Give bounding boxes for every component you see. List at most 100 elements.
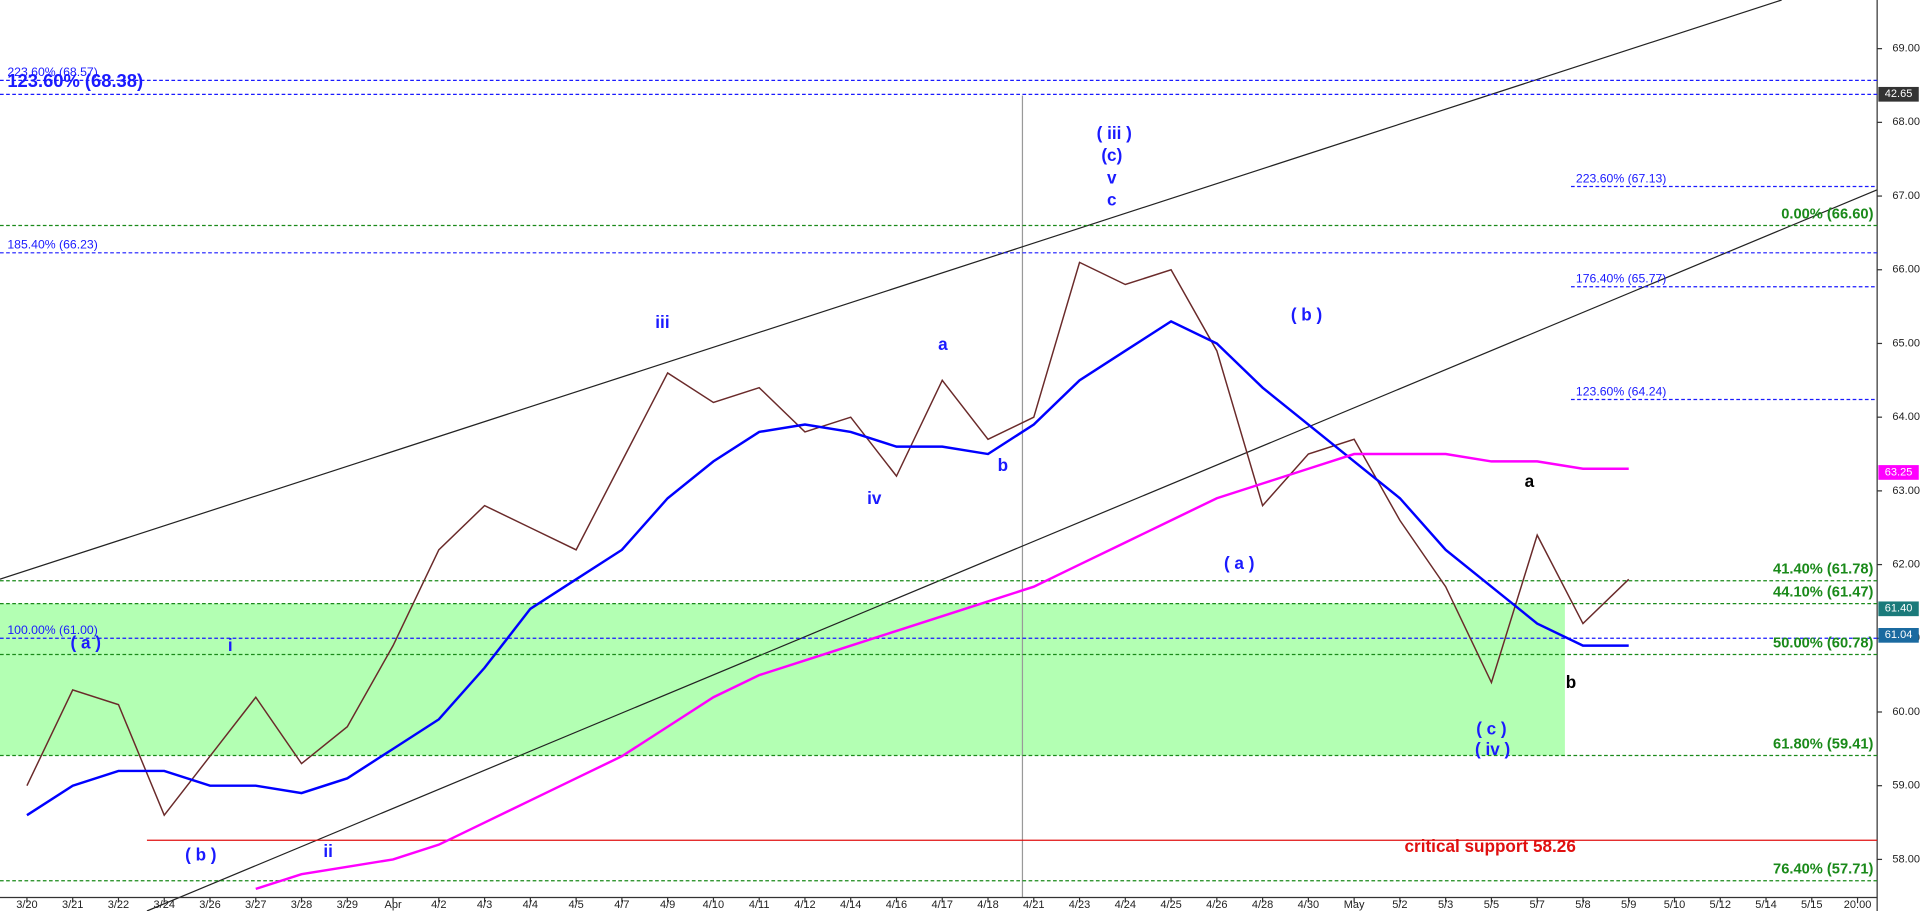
wave-label: ( a ) xyxy=(1224,553,1254,573)
x-tick-label: 3/24 xyxy=(154,899,175,911)
x-tick-label: 3/20 xyxy=(16,899,37,911)
x-tick-label: 4/18 xyxy=(977,899,998,911)
x-tick-label: 4/14 xyxy=(840,899,861,911)
x-tick-label: 5/10 xyxy=(1664,899,1685,911)
x-tick-label: 5/2 xyxy=(1392,899,1407,911)
x-tick-label: 4/3 xyxy=(477,899,492,911)
x-tick-label: 4/4 xyxy=(523,899,538,911)
x-tick-label: 3/28 xyxy=(291,899,312,911)
x-tick-label: 4/26 xyxy=(1206,899,1227,911)
x-tick-label: 4/23 xyxy=(1069,899,1090,911)
x-tick-label: 4/17 xyxy=(932,899,953,911)
x-tick-label: 3/22 xyxy=(108,899,129,911)
series-line xyxy=(26,319,1629,817)
wave-label: b xyxy=(998,455,1008,475)
x-tick-label: Apr xyxy=(384,899,401,911)
x-tick-label: May xyxy=(1344,899,1365,911)
wave-label: iv xyxy=(867,488,882,508)
x-tick-label: 4/28 xyxy=(1252,899,1273,911)
price-badge xyxy=(1878,627,1919,643)
wave-label: ( iii ) xyxy=(1097,123,1132,143)
x-tick-label: 4/25 xyxy=(1160,899,1181,911)
level-label: 44.10% (61.47) xyxy=(1773,585,1874,601)
y-tick-label: 58.00 xyxy=(1892,853,1920,865)
channel-lower xyxy=(146,189,1878,911)
price-badge-label: 61.04 xyxy=(1885,629,1913,641)
level-label: 61.80% (59.41) xyxy=(1773,736,1874,752)
x-tick-label: 4/11 xyxy=(749,899,770,911)
wave-label: a xyxy=(938,334,948,354)
y-tick-label: 59.00 xyxy=(1892,780,1920,792)
level-label: 0.00% (66.60) xyxy=(1781,206,1873,222)
x-tick-label: 5/7 xyxy=(1530,899,1545,911)
x-tick-label: 5/12 xyxy=(1710,899,1731,911)
x-tick-label: 5/8 xyxy=(1575,899,1590,911)
wave-label: ii xyxy=(323,841,333,861)
level-label: 185.40% (66.23) xyxy=(7,238,97,252)
wave-label: ( b ) xyxy=(185,844,216,864)
x-tick-label: 4/9 xyxy=(660,899,675,911)
level-label: 50.00% (60.78) xyxy=(1773,635,1874,651)
wave-label: ( iv ) xyxy=(1475,739,1510,759)
wave-label: (c) xyxy=(1101,145,1122,165)
wave-label: i xyxy=(228,635,233,655)
wave-label: ( b ) xyxy=(1291,304,1322,324)
y-tick-label: 69.00 xyxy=(1892,43,1920,55)
x-tick-label: 4/10 xyxy=(703,899,724,911)
price-badge-label: 42.65 xyxy=(1885,88,1913,100)
fib-zone xyxy=(0,603,1565,756)
x-tick-label: 4/30 xyxy=(1298,899,1319,911)
x-tick-label: 5/3 xyxy=(1438,899,1453,911)
level-label: 223.60% (68.57) xyxy=(7,65,97,79)
series-line xyxy=(255,452,1629,891)
y-tick-label: 67.00 xyxy=(1892,190,1920,202)
level-label: 76.40% (57.71) xyxy=(1773,862,1874,878)
x-tick-label: 20:00 xyxy=(1844,899,1872,911)
level-label: 41.40% (61.78) xyxy=(1773,562,1874,578)
y-tick-label: 65.00 xyxy=(1892,337,1920,349)
wave-label: ( c ) xyxy=(1476,718,1506,738)
x-tick-label: 4/5 xyxy=(568,899,583,911)
y-tick-label: 66.00 xyxy=(1892,264,1920,276)
x-tick-label: 5/9 xyxy=(1621,899,1636,911)
y-tick-label: 64.00 xyxy=(1892,411,1920,423)
x-tick-label: 5/15 xyxy=(1801,899,1822,911)
x-tick-label: 4/7 xyxy=(614,899,629,911)
level-label: 123.60% (64.24) xyxy=(1576,384,1666,398)
x-tick-label: 4/12 xyxy=(794,899,815,911)
x-tick-label: 3/26 xyxy=(199,899,220,911)
wave-label: b xyxy=(1566,672,1576,692)
wave-label: c xyxy=(1107,189,1117,209)
x-tick-label: 3/27 xyxy=(245,899,266,911)
level-label: critical support 58.26 xyxy=(1405,836,1576,856)
level-label: 223.60% (67.13) xyxy=(1576,171,1666,185)
price-badge xyxy=(1878,86,1919,102)
wave-label: v xyxy=(1107,167,1117,187)
x-tick-label: 4/24 xyxy=(1115,899,1136,911)
y-tick-label: 63.00 xyxy=(1892,485,1920,497)
wave-label: a xyxy=(1525,471,1535,491)
price-badge xyxy=(1878,601,1919,617)
price-badge-label: 61.40 xyxy=(1885,603,1913,615)
channel-upper xyxy=(0,0,1782,580)
level-label: 123.60% (68.38) xyxy=(7,70,143,91)
price-badge-label: 63.25 xyxy=(1885,466,1913,478)
x-tick-label: 3/21 xyxy=(62,899,83,911)
x-tick-label: 4/21 xyxy=(1023,899,1044,911)
x-tick-label: 3/29 xyxy=(337,899,358,911)
wave-label: ( a ) xyxy=(70,633,100,653)
x-tick-label: 5/14 xyxy=(1755,899,1776,911)
level-label: 100.00% (61.00) xyxy=(7,623,97,637)
level-label: 176.40% (65.77) xyxy=(1576,272,1666,286)
y-tick-label: 62.00 xyxy=(1892,558,1920,570)
price-badge xyxy=(1878,465,1919,480)
y-tick-label: 60.00 xyxy=(1892,706,1920,718)
wave-label: iii xyxy=(655,312,669,332)
x-tick-label: 4/2 xyxy=(431,899,446,911)
y-tick-label: 68.00 xyxy=(1892,116,1920,128)
x-tick-label: 5/5 xyxy=(1484,899,1499,911)
x-tick-label: 4/16 xyxy=(886,899,907,911)
